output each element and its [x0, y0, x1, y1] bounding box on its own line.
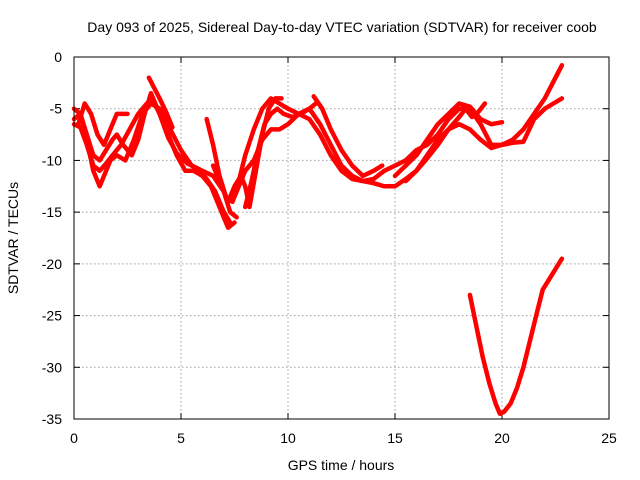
tick-labels: 0 5 10 15 20 25 0 -5 -10 -15 -20 -25 -30 -35	[42, 49, 617, 446]
series-layer	[71, 63, 565, 417]
series-line-arc-11	[392, 101, 505, 179]
x-tick-label: 20	[494, 430, 510, 446]
y-tick-label: 0	[54, 49, 62, 65]
chart-title: Day 093 of 2025, Sidereal Day-to-day VTE…	[87, 19, 597, 35]
y-axis-label: SDTVAR / TECUs	[5, 182, 21, 294]
x-tick-label: 10	[280, 430, 296, 446]
x-tick-label: 5	[177, 430, 185, 446]
series-line-arc-13	[467, 256, 565, 417]
series-line-arc-1	[71, 98, 237, 230]
y-tick-label: -35	[42, 411, 62, 427]
plot-frame	[73, 56, 610, 420]
series-line-arc-10	[311, 94, 385, 179]
x-tick-label: 0	[70, 430, 78, 446]
y-tick-label: -15	[42, 204, 62, 220]
x-tick-label: 25	[601, 430, 617, 446]
x-tick-label: 15	[387, 430, 403, 446]
y-tick-label: -10	[42, 152, 62, 168]
y-tick-label: -30	[42, 359, 62, 375]
y-tick-label: -25	[42, 308, 62, 324]
series-line-arc-12	[403, 101, 488, 184]
y-tick-label: -20	[42, 256, 62, 272]
axis-ticks	[73, 56, 610, 420]
series-line-arc-2	[71, 90, 233, 225]
grid-lines	[74, 57, 609, 419]
series-line-arc-3	[71, 101, 239, 220]
series-line-arc-9	[242, 101, 319, 210]
y-tick-label: -5	[50, 101, 63, 117]
series-line-arc-8	[225, 96, 284, 210]
x-axis-label: GPS time / hours	[288, 457, 395, 473]
series-line-arc-5	[146, 75, 175, 130]
series-line-arc-7	[210, 63, 565, 205]
series-line-arc-4	[76, 101, 130, 148]
